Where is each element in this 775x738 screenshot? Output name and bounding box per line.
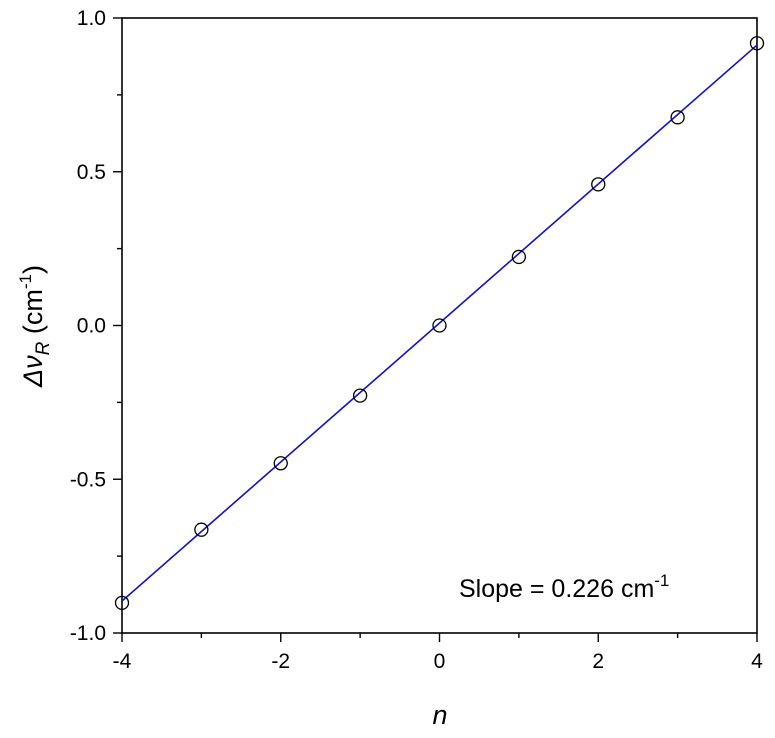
y-tick-label: -1.0 [70,622,106,645]
data-point [114,595,130,611]
plot-frame [121,17,758,634]
slope-annotation: Slope = 0.226 cm-1 [459,571,669,603]
slope-annotation-exponent: -1 [654,571,669,590]
x-tick-label: -2 [271,650,290,673]
data-point [352,388,368,403]
plot-frame-layer [121,17,758,634]
y-tick-label: 0.5 [77,161,106,184]
slope-annotation-text: Slope = 0.226 cm [459,575,654,603]
y-axis-title-unit-close: ) [18,265,48,274]
data-point [273,456,288,471]
data-point [591,177,606,192]
y-axis-title-unit-exponent: -1 [16,274,35,289]
x-axis-title: n [432,700,447,730]
data-point [749,36,765,51]
fit-line-layer [121,44,758,602]
y-tick-label: -0.5 [70,468,106,491]
y-axis-title-subscript: R [33,341,54,355]
ticks-layer: -4 -2 0 2 4 -1.0 -0.5 0.0 0.5 1.0 [70,7,763,673]
y-axis-title: ΔνR (cm-1) [16,265,54,388]
data-point [670,110,685,125]
data-point [194,522,209,537]
y-tick-label: 1.0 [77,7,106,30]
x-tick-label: -4 [113,650,132,673]
linear-fit-line [121,44,758,602]
y-axis-title-symbol: Δν [18,355,48,388]
x-tick-label: 0 [434,650,446,673]
data-point [511,249,527,265]
y-axis-title-unit: (cm [18,289,48,341]
x-tick-label: 2 [592,650,604,673]
y-tick-label: 0.0 [77,315,106,338]
x-tick-label: 4 [751,650,763,673]
data-point [432,318,447,333]
data-points-layer [114,36,765,611]
